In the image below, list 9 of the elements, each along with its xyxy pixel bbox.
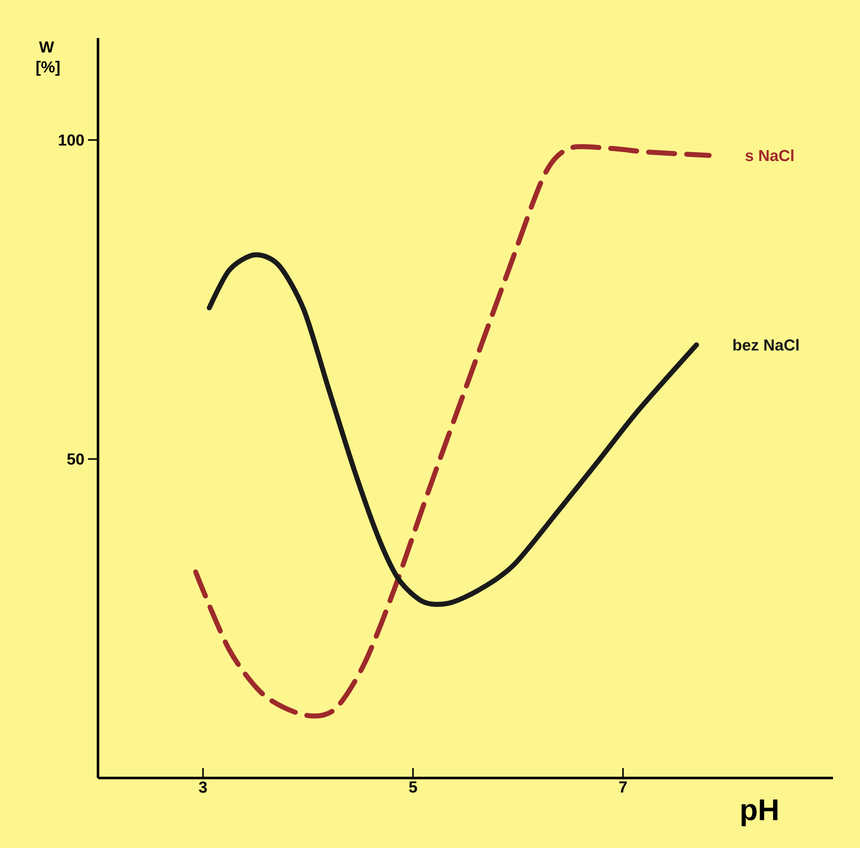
text: bez NaCl	[733, 338, 798, 351]
y-tick-label: 100	[58, 134, 84, 146]
text: s NaCl	[745, 150, 794, 162]
x-axis-title: pH	[742, 800, 778, 826]
y-tick-label: 50	[67, 453, 84, 465]
x-tick-label: 7	[619, 782, 627, 792]
x-tick-label: 5	[409, 782, 417, 793]
x-tick-label: 3	[198, 782, 207, 793]
y-axis-title: W [%]	[36, 42, 60, 76]
